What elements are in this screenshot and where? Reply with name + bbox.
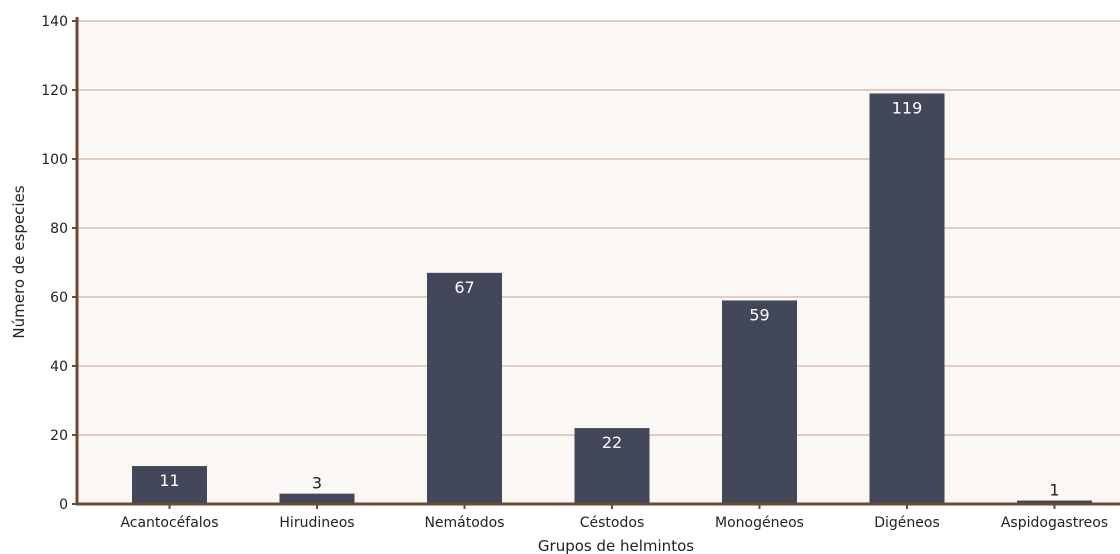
x-tick-label: Acantocéfalos	[120, 515, 218, 531]
bar	[869, 93, 945, 504]
bar	[427, 272, 502, 504]
bars: 11 3 67 22 59 119 1	[132, 93, 1092, 504]
x-tick-label: Hirudineos	[279, 515, 354, 531]
bar-value-label: 59	[749, 305, 769, 324]
x-tick-label: Céstodos	[580, 515, 644, 531]
x-tick-label: Aspidogastreos	[1001, 515, 1108, 531]
bar	[279, 493, 355, 504]
y-tick-label: 40	[50, 359, 68, 375]
y-axis-ticks: 0 20 40 60 80 100 120 140	[41, 14, 77, 513]
x-axis-title: Grupos de helmintos	[538, 537, 694, 554]
x-axis-ticks: Acantocéfalos Hirudineos Nemátodos Céstodos…	[120, 504, 1108, 531]
bar-value-label: 22	[602, 433, 622, 452]
y-tick-label: 140	[41, 14, 68, 30]
bar	[722, 300, 797, 504]
bar-value-label: 1	[1049, 481, 1059, 500]
gridlines	[77, 20, 1120, 436]
y-tick-label: 100	[41, 152, 68, 168]
bar	[132, 466, 207, 504]
y-tick-label: 60	[50, 290, 68, 306]
bar-value-label: 11	[159, 471, 179, 490]
bar-value-label: 3	[312, 474, 322, 493]
y-tick-label: 80	[50, 221, 68, 237]
plot-area	[77, 21, 1120, 504]
y-tick-label: 20	[50, 428, 68, 444]
x-tick-label: Digéneos	[874, 515, 940, 531]
y-axis-title: Número de especies	[10, 185, 28, 338]
x-tick-label: Monogéneos	[715, 515, 804, 531]
bar	[574, 428, 650, 504]
bar	[1017, 500, 1092, 504]
y-tick-label: 0	[59, 497, 68, 513]
bar-value-label: 67	[454, 278, 474, 297]
x-tick-label: Nemátodos	[424, 515, 504, 531]
bar-value-label: 119	[892, 98, 923, 117]
y-tick-label: 120	[41, 83, 68, 99]
